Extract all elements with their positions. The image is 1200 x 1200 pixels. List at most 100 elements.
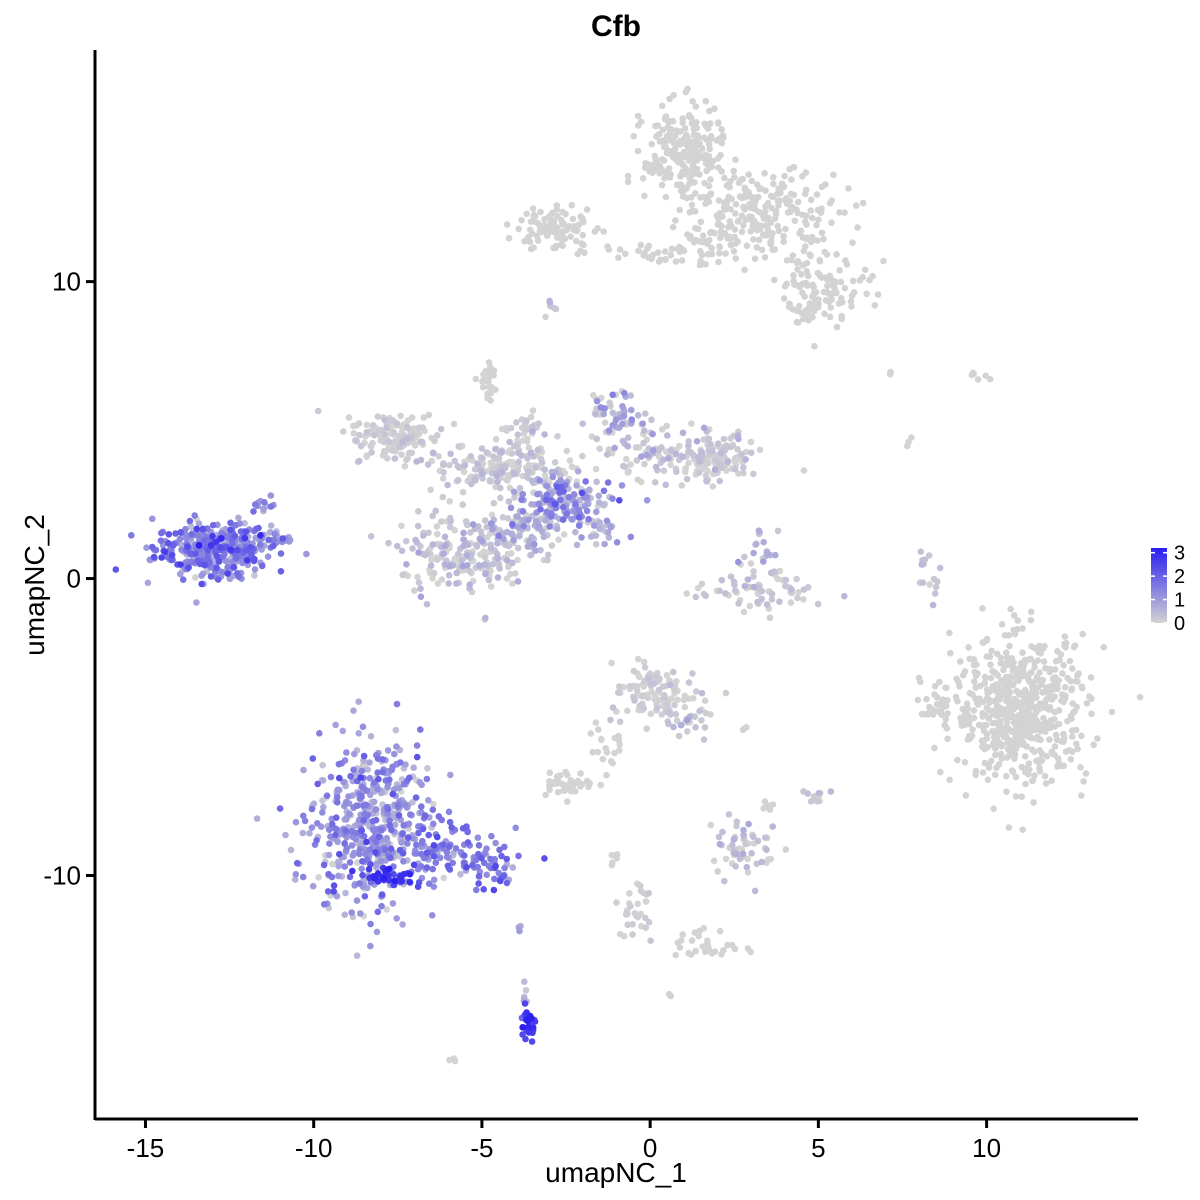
cell-point [740,469,747,477]
cell-point [672,710,680,718]
cell-point [988,647,995,655]
cell-point [371,431,378,439]
cell-point [1057,651,1065,658]
cell-point [658,102,666,110]
cell-point [804,790,811,797]
cell-point [520,522,527,530]
cell-point [653,704,661,712]
cell-point [934,578,941,585]
cell-point [681,692,689,700]
cell-point [347,773,355,780]
cell-point [657,168,664,175]
cell-point [691,713,699,720]
cell-point [501,843,508,851]
cell-point [421,812,429,819]
cell-point [677,181,684,188]
cell-point [446,818,454,826]
cell-point [340,778,347,786]
cell-point [697,218,705,226]
cell-point [620,412,628,420]
cell-point [732,255,740,262]
cell-point [688,114,695,122]
cell-point [623,455,630,463]
cell-point [784,209,792,216]
cell-point [917,678,924,686]
cell-point [573,541,581,549]
cell-point [399,830,406,838]
cell-point [479,383,487,391]
cell-point [640,427,648,434]
cell-point [537,546,544,554]
cell-point [582,478,589,485]
cell-point [334,786,342,794]
cell-point [434,530,441,538]
cell-point [346,873,354,881]
cell-point [1007,605,1014,613]
cell-point [570,491,578,498]
cell-point [402,537,410,545]
cell-point [514,513,521,520]
cell-point [431,853,438,860]
cell-point [972,672,980,680]
cell-point [998,677,1005,684]
cell-point [547,214,554,222]
cell-point [264,553,272,560]
cell-point [788,586,795,593]
cell-point [665,137,672,144]
cell-point [628,406,635,414]
cell-point [586,486,593,494]
cell-point [481,561,489,568]
cell-point [523,426,531,433]
cell-point [424,461,432,468]
cell-point [1025,733,1033,741]
cell-point [1001,684,1009,692]
cell-point [718,951,725,958]
cell-point [807,207,815,214]
cell-point [794,594,801,602]
cell-point [607,758,615,765]
cell-point [823,251,831,258]
cell-point [359,871,366,879]
cell-point [604,529,612,536]
cell-point [1009,743,1016,751]
cell-point [429,575,436,582]
cell-point [1058,762,1066,770]
cell-point [192,574,199,581]
cell-point [661,248,669,255]
cell-point [874,291,882,298]
cell-point [682,170,689,178]
cell-point [1069,665,1076,672]
cell-point [440,550,447,557]
cell-point [871,302,879,309]
cell-point [267,492,275,499]
cell-point [366,774,374,782]
cell-point [479,454,486,462]
cell-point [818,229,826,237]
cell-point [762,834,769,841]
cell-point [469,521,477,528]
cell-point [271,530,279,538]
cell-point [494,555,502,562]
cell-point [343,749,350,756]
cell-point [599,755,607,763]
cell-point [357,910,364,917]
cell-point [707,176,714,183]
cell-point [487,520,495,527]
cell-point [330,888,338,895]
cell-point [574,468,582,475]
cell-point [753,540,760,548]
cell-point [730,248,738,255]
cell-point [386,776,393,783]
cell-point [751,887,759,895]
cell-point [332,831,339,839]
cell-point [711,229,718,237]
cell-point [560,220,567,228]
cell-point [1046,736,1053,743]
cell-point [665,990,673,998]
cell-point [931,590,939,597]
cell-point [209,532,216,540]
cell-point [1005,714,1012,721]
cell-point [716,587,723,595]
